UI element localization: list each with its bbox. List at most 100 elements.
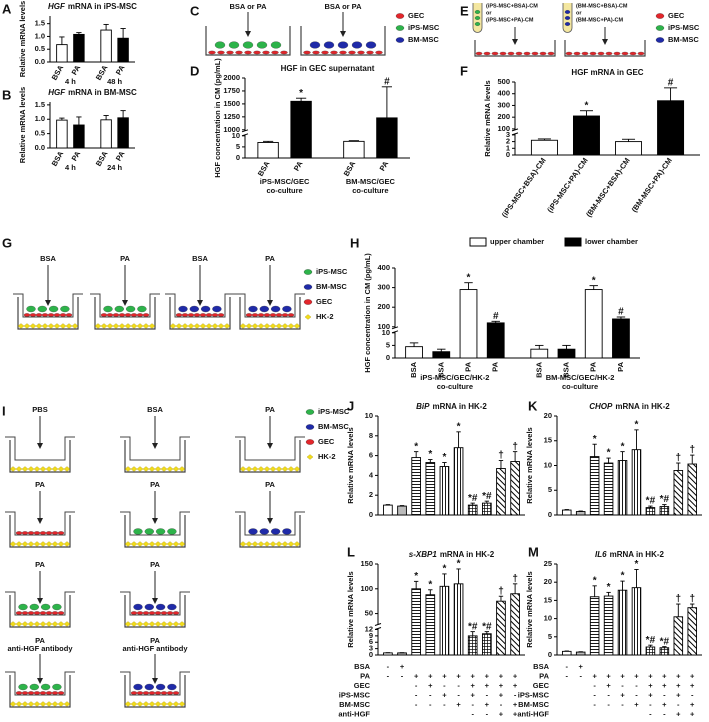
cell <box>39 611 47 615</box>
hk2-cell <box>293 323 301 329</box>
hk2-cell <box>47 323 55 329</box>
cell <box>21 531 29 535</box>
y-tick-label: 400 <box>377 263 390 272</box>
condition-sign: + <box>513 709 518 718</box>
significance: * <box>593 575 597 586</box>
title-text: mRNA in iPS-MSC <box>68 2 137 11</box>
condition-sign: - <box>387 671 390 680</box>
cell <box>51 691 59 695</box>
well <box>9 675 71 708</box>
cell <box>573 51 581 56</box>
hk2-cell <box>172 621 180 627</box>
cell <box>166 611 174 615</box>
y-axis-label: HGF concentration in CM (pg/mL) <box>363 253 372 373</box>
cell <box>29 603 39 611</box>
treatment-label: PA <box>150 636 160 645</box>
hk2-cell <box>148 466 156 472</box>
hk2-cell <box>178 701 186 707</box>
insert <box>120 671 190 696</box>
cell <box>199 313 207 317</box>
y-tick-label: 6 <box>369 451 373 460</box>
hk2-cell <box>9 466 17 472</box>
bar <box>603 462 614 516</box>
hk2-cell <box>275 323 283 329</box>
bar <box>631 587 642 656</box>
bar <box>687 607 698 656</box>
hk2-cell <box>306 454 314 460</box>
condition-sign: + <box>690 681 695 690</box>
hk2-cell <box>130 701 138 707</box>
condition-sign: - <box>471 700 474 709</box>
hk2-cell <box>15 466 23 472</box>
cell <box>507 51 515 56</box>
group-label: 48 h <box>107 77 122 86</box>
y-axis-label: Relative mRNA levels <box>525 427 534 503</box>
well <box>9 595 71 628</box>
title-gene: HGF <box>48 2 66 11</box>
condition-sign: - <box>486 709 489 718</box>
treatment-label: anti-HGF antibody <box>123 644 189 653</box>
condition-sign: + <box>662 671 667 680</box>
legend-label: GEC <box>668 11 685 20</box>
cell <box>136 691 144 695</box>
well <box>124 515 186 548</box>
hk2-cell <box>124 323 132 329</box>
bar <box>376 117 398 159</box>
insert <box>5 671 75 696</box>
cell <box>124 313 132 317</box>
y-tick-label: 2 <box>506 137 510 146</box>
bar <box>453 583 464 656</box>
condition-sign: + <box>485 671 490 680</box>
cell <box>181 313 189 317</box>
cell <box>212 305 222 313</box>
panel-letter: H <box>350 235 359 250</box>
condition-sign: - <box>649 709 652 718</box>
bar <box>383 652 393 656</box>
bar <box>425 594 436 656</box>
condition-sign: - <box>415 690 418 699</box>
y-tick-label: 3 <box>369 644 373 653</box>
condition-sign: + <box>471 671 476 680</box>
hk2-cell <box>217 323 225 329</box>
hk2-cell <box>172 466 180 472</box>
cell <box>51 611 59 615</box>
cell <box>605 51 613 56</box>
cell <box>193 313 201 317</box>
condition-name: BSA <box>354 662 370 671</box>
y-tick-label: 0 <box>506 150 510 159</box>
chart-title: CHOP mRNA in HK-2 <box>589 402 670 411</box>
condition-sign: + <box>485 700 490 709</box>
bar <box>615 141 643 156</box>
y-tick-label: 100 <box>360 584 373 593</box>
hk2-cell <box>41 323 49 329</box>
cell <box>269 313 277 317</box>
cell <box>33 691 41 695</box>
cell <box>339 50 347 55</box>
bar <box>453 447 464 516</box>
x-tick-label: PA <box>114 149 127 163</box>
hk2-cell <box>27 621 35 627</box>
cell <box>21 691 29 695</box>
hk2-cell <box>136 541 144 547</box>
hk2-cell <box>39 466 47 472</box>
well <box>94 297 156 330</box>
significance: * <box>457 559 461 570</box>
insert <box>235 436 305 461</box>
cell <box>133 603 143 611</box>
bar <box>411 457 421 516</box>
hk2-cell <box>154 466 162 472</box>
cell <box>271 50 279 55</box>
cell <box>312 50 320 55</box>
y-tick-label: 1 <box>506 143 510 152</box>
cell <box>51 531 59 535</box>
significance: # <box>618 307 624 318</box>
cell <box>270 528 281 535</box>
significance: * <box>607 448 611 459</box>
well <box>239 297 301 330</box>
x-tick-label: PA <box>70 149 83 163</box>
bar <box>100 29 112 63</box>
condition-name: GEC <box>533 681 550 690</box>
cell <box>365 41 377 49</box>
significance: * <box>457 421 461 432</box>
